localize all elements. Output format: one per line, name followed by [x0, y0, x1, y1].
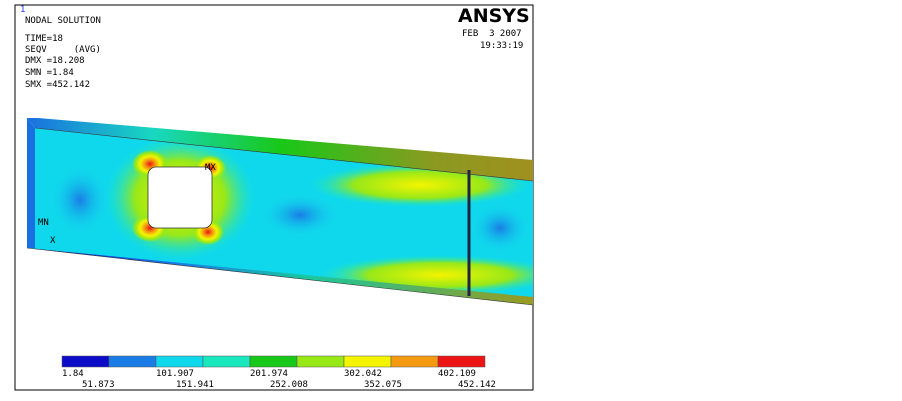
legend-label: 252.008: [270, 380, 308, 390]
legend-label: 51.873: [82, 380, 115, 390]
min-label: MN: [38, 218, 49, 228]
legend-label: 1.84: [62, 369, 84, 379]
info-line: TIME=18: [25, 34, 63, 44]
time: 19:33:19: [480, 41, 523, 51]
max-label: MX: [205, 163, 216, 173]
plot-title: NODAL SOLUTION: [25, 16, 101, 26]
info-line: SMX =452.142: [25, 80, 90, 90]
legend-band: [202, 355, 251, 368]
legend-band: [249, 355, 298, 368]
legend-label: 151.941: [176, 380, 214, 390]
legend-label: 352.075: [364, 380, 402, 390]
date: FEB 3 2007: [462, 29, 522, 39]
legend-label: 302.042: [344, 369, 382, 379]
legend-band: [296, 355, 345, 368]
legend-band: [437, 355, 486, 368]
edge: [34, 127, 534, 182]
legend-label: 402.109: [438, 369, 476, 379]
top-flange: [27, 118, 533, 181]
end-face: [27, 118, 35, 248]
axis-label: X: [50, 236, 56, 246]
logo: ANSYS: [458, 5, 530, 27]
legend-label: 201.974: [250, 369, 288, 379]
legend-band: [390, 355, 439, 368]
info-line: SMN =1.84: [25, 68, 74, 78]
legend-label: 101.907: [156, 369, 194, 379]
legend-label: 452.142: [458, 380, 496, 390]
beam: [26, 118, 534, 306]
window-number: 1: [20, 5, 25, 15]
info-line: SEQV (AVG): [25, 45, 101, 55]
hole: [147, 166, 213, 229]
legend-band: [155, 355, 204, 368]
legend-band: [108, 355, 157, 368]
legend-band: [343, 355, 392, 368]
legend-band: [61, 355, 110, 368]
edge: [26, 247, 534, 306]
info-line: DMX =18.208: [25, 56, 85, 66]
